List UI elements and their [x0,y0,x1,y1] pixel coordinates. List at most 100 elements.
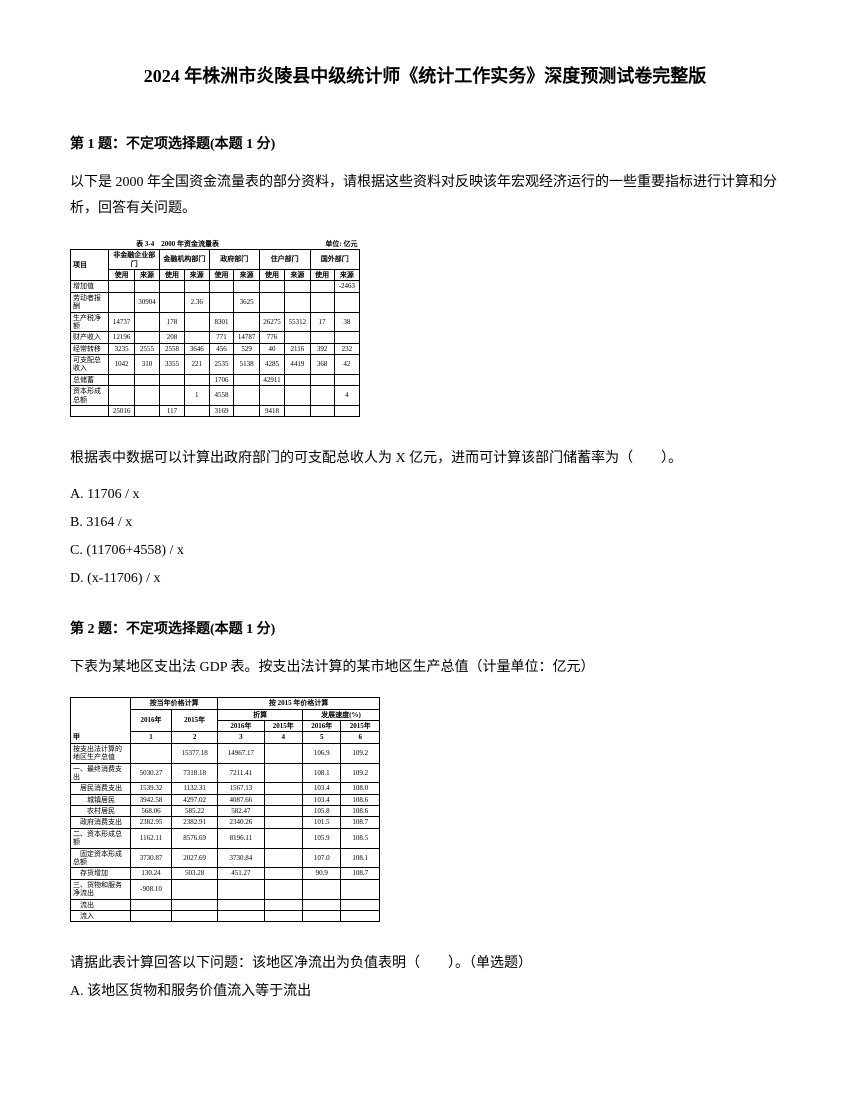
cell: 108.7 [341,868,380,879]
table-row: 一、最终消费支出5030.277318.187211.41108.1109.2 [71,763,380,783]
row-label: 政府消费支出 [71,817,131,828]
cell: 208 [160,332,185,343]
year-header: 2016年 [131,709,172,732]
cell: -2463 [334,281,359,292]
colnum: 1 [131,732,172,743]
cell: 3169 [209,406,234,417]
cell: 1042 [109,355,134,375]
cell [184,312,209,332]
cell [303,879,341,899]
colnum: 5 [303,732,341,743]
cell [160,374,185,385]
col-group: 政府部门 [209,250,259,270]
cell: 3355 [160,355,185,375]
cell [264,794,302,805]
col-item: 项目 [71,250,109,281]
cell: 451.27 [218,868,264,879]
cell [184,374,209,385]
cell: 105.9 [303,828,341,848]
option-d: D. (x-11706) / x [70,565,780,593]
cell: 1539.32 [131,783,172,794]
subcol: 来源 [234,269,259,280]
cell [160,386,185,406]
table-row: 流出 [71,899,380,910]
cell [334,332,359,343]
table-row: 总储蓄170642911 [71,374,360,385]
cell [134,332,159,343]
cell: 90.9 [303,868,341,879]
cell: 5138 [234,355,259,375]
cell [310,292,334,312]
cell: 585.22 [172,806,218,817]
cell [264,817,302,828]
q1-options: A. 11706 / x B. 3164 / x C. (11706+4558)… [70,481,780,593]
cell [264,848,302,868]
cell [184,281,209,292]
subcol: 使用 [259,269,284,280]
table-row: 经常转移3235255525583646456529402116392232 [71,343,360,354]
cell [285,406,310,417]
cell: 368 [310,355,334,375]
cell: 1132.31 [172,783,218,794]
q1-table-caption: 表 3-4 2000 年资金流量表 [71,239,285,250]
q1-body: 以下是 2000 年全国资金流量表的部分资料，请根据这些资料对反映该年宏观经济运… [70,170,780,223]
cell [285,374,310,385]
cell [172,899,218,910]
q2-header: 第 2 题：不定项选择题(本题 1 分) [70,617,780,642]
cell: 2558 [160,343,185,354]
cell [218,879,264,899]
cell [264,828,302,848]
table-row: 可支配总收入1042310335522125355138428544193684… [71,355,360,375]
colnum: 2 [172,732,218,743]
row-label [71,406,109,417]
cell: 4087.66 [218,794,264,805]
cell [218,899,264,910]
table-row: 二、资本形成总额1162.118576.698196.11105.9108.5 [71,828,380,848]
sub-year: 2015年 [264,720,302,731]
row-label: 城镇居民 [71,794,131,805]
cell: 108.6 [341,806,380,817]
cell: 776 [259,332,284,343]
cell [131,899,172,910]
q1-table-unit: 单位: 亿元 [285,239,360,250]
row-label: 按支出法计算的地区生产总值 [71,743,131,763]
subcol: 使用 [310,269,334,280]
cell: 582.47 [218,806,264,817]
cell [172,879,218,899]
table-row: 固定资本形成总额3730.872027.693730.84107.0108.1 [71,848,380,868]
year-header: 2015年 [172,709,218,732]
cell: 2555 [134,343,159,354]
cell: 2535 [209,355,234,375]
subcol: 使用 [209,269,234,280]
col-group: 金融机构部门 [160,250,210,270]
cell: 17 [310,312,334,332]
table-header-row: 项目 非金融企业部门 金融机构部门 政府部门 住户部门 国外部门 [71,250,360,270]
cell: 4 [334,386,359,406]
row-label: 增加值 [71,281,109,292]
q2-table: 甲 按当年价格计算 按 2015 年价格计算 2016年 2015年 折算 发展… [70,697,380,922]
cell [184,406,209,417]
cell: 232 [334,343,359,354]
sub-header: 折算 [218,709,303,720]
row-label: 财产收入 [71,332,109,343]
cell: 106.9 [303,743,341,763]
cell: 2116 [285,343,310,354]
cell [264,868,302,879]
table-row: 财产收入1219620877114787776 [71,332,360,343]
document-title: 2024 年株洲市炎陵县中级统计师《统计工作实务》深度预测试卷完整版 [70,60,780,92]
cell: 108.1 [303,763,341,783]
option-b: B. 3164 / x [70,509,780,537]
cell: 310 [134,355,159,375]
cell: 103.4 [303,783,341,794]
cell: 3235 [109,343,134,354]
cell: 2382.95 [131,817,172,828]
q2-table-wrapper: 甲 按当年价格计算 按 2015 年价格计算 2016年 2015年 折算 发展… [70,697,780,922]
cell [209,281,234,292]
cell: 8301 [209,312,234,332]
cell: 2027.69 [172,848,218,868]
subcol: 使用 [160,269,185,280]
col-group: 国外部门 [310,250,359,270]
cell: 108.6 [341,794,380,805]
row-label: 流入 [71,911,131,922]
cell: 221 [184,355,209,375]
